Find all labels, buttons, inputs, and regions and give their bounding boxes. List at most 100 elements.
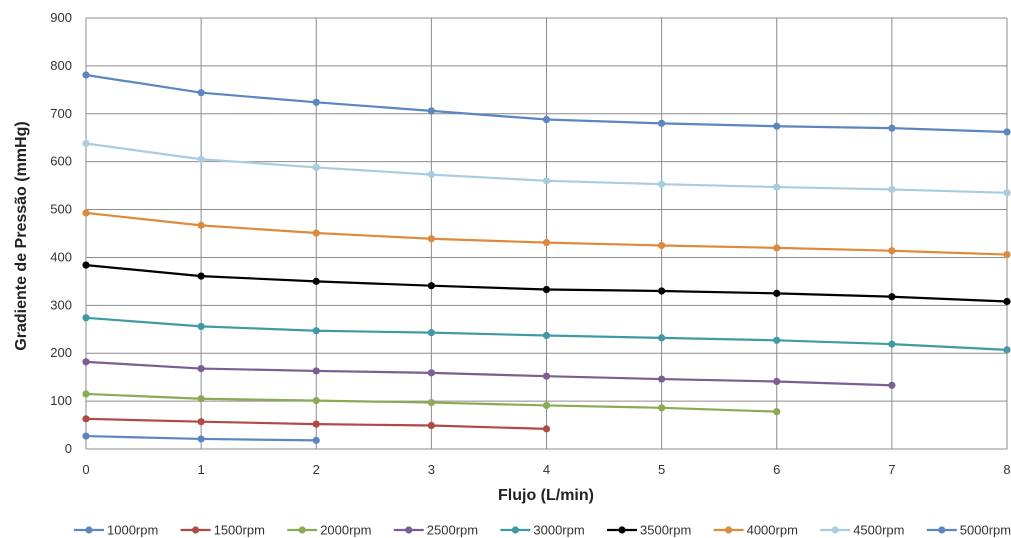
x-tick-label: 5 bbox=[658, 462, 665, 477]
y-tick-label: 300 bbox=[50, 297, 72, 312]
legend-label: 5000rpm bbox=[960, 523, 1011, 538]
x-tick-label: 8 bbox=[1003, 462, 1010, 477]
legend-swatch-marker bbox=[192, 526, 200, 534]
data-point bbox=[773, 289, 781, 297]
data-point bbox=[888, 381, 896, 389]
y-tick-label: 700 bbox=[50, 106, 72, 121]
data-point bbox=[82, 261, 90, 269]
series-4000rpm bbox=[82, 209, 1011, 259]
x-tick-label: 4 bbox=[543, 462, 550, 477]
x-axis-title: Flujo (L/min) bbox=[498, 487, 594, 504]
legend-item-2000rpm: 2000rpm bbox=[287, 523, 372, 538]
data-point bbox=[197, 395, 205, 403]
data-point bbox=[773, 336, 781, 344]
data-point bbox=[197, 272, 205, 280]
legend-item-1500rpm: 1500rpm bbox=[180, 523, 265, 538]
legend-swatch-marker bbox=[618, 526, 626, 534]
legend-item-1000rpm: 1000rpm bbox=[74, 523, 158, 538]
data-point bbox=[658, 334, 666, 342]
data-point bbox=[427, 398, 435, 407]
data-point bbox=[1003, 346, 1011, 354]
data-point bbox=[312, 420, 320, 428]
data-point bbox=[888, 293, 896, 301]
data-point bbox=[312, 367, 320, 375]
data-point bbox=[658, 287, 666, 295]
y-tick-label: 400 bbox=[50, 249, 72, 264]
data-point bbox=[82, 415, 90, 423]
series-3000rpm bbox=[82, 314, 1011, 354]
x-tick-label: 6 bbox=[773, 462, 780, 477]
y-tick-label: 200 bbox=[50, 345, 72, 360]
legend-label: 2500rpm bbox=[427, 523, 478, 538]
data-point bbox=[197, 418, 205, 426]
data-point bbox=[427, 282, 435, 290]
legend-swatch-marker bbox=[85, 526, 93, 534]
legend-swatch-marker bbox=[511, 526, 519, 534]
data-point bbox=[773, 244, 781, 252]
legend-label: 3500rpm bbox=[640, 523, 691, 538]
legend: 1000rpm 1500rpm 2000rpm 2500rpm 3000rpm 3500r… bbox=[74, 523, 1011, 538]
data-point bbox=[1003, 128, 1011, 136]
data-point bbox=[1003, 297, 1011, 306]
data-point bbox=[658, 241, 666, 250]
data-point bbox=[82, 358, 90, 366]
x-tick-label: 2 bbox=[313, 462, 320, 477]
data-point bbox=[82, 432, 90, 440]
series-2500rpm bbox=[82, 358, 896, 389]
x-tick-label: 7 bbox=[888, 462, 895, 477]
legend-item-3500rpm: 3500rpm bbox=[607, 523, 691, 538]
data-point bbox=[542, 238, 551, 247]
data-point bbox=[427, 235, 435, 243]
series-line bbox=[85, 360, 892, 387]
series-3500rpm bbox=[82, 261, 1011, 306]
series-5000rpm bbox=[82, 71, 1011, 136]
data-point bbox=[542, 177, 551, 185]
data-point bbox=[82, 314, 90, 322]
x-axis-ticks: 0 1 2 3 4 5 6 7 8 bbox=[82, 462, 1010, 477]
data-point bbox=[542, 115, 551, 124]
x-tick-label: 0 bbox=[82, 462, 89, 477]
data-point bbox=[312, 397, 320, 405]
data-point bbox=[312, 229, 320, 237]
data-point bbox=[197, 89, 205, 97]
data-point bbox=[542, 331, 551, 340]
data-point bbox=[427, 329, 435, 337]
legend-swatch-marker bbox=[938, 526, 946, 534]
data-point bbox=[82, 209, 90, 217]
series-4500rpm bbox=[82, 139, 1011, 197]
data-point bbox=[427, 369, 435, 377]
data-point bbox=[542, 285, 551, 294]
legend-swatch-marker bbox=[725, 526, 733, 534]
data-point bbox=[82, 71, 90, 79]
legend-item-3000rpm: 3000rpm bbox=[500, 523, 585, 538]
data-point bbox=[82, 139, 90, 148]
data-point bbox=[197, 322, 205, 331]
series-1000rpm bbox=[82, 432, 320, 444]
data-point bbox=[658, 404, 666, 412]
data-point bbox=[773, 183, 781, 191]
data-point bbox=[82, 390, 90, 398]
data-point bbox=[773, 377, 781, 386]
data-point bbox=[312, 277, 320, 285]
data-point bbox=[197, 364, 205, 373]
legend-label: 1000rpm bbox=[107, 523, 158, 538]
series-2000rpm bbox=[82, 390, 781, 416]
legend-label: 3000rpm bbox=[533, 523, 584, 538]
data-point bbox=[197, 435, 205, 443]
data-point bbox=[312, 98, 320, 106]
data-point bbox=[542, 372, 551, 380]
data-point bbox=[888, 247, 896, 255]
data-point bbox=[312, 327, 320, 335]
y-tick-label: 100 bbox=[50, 393, 72, 408]
data-point bbox=[427, 107, 435, 115]
legend-label: 1500rpm bbox=[214, 523, 265, 538]
y-tick-label: 500 bbox=[50, 202, 72, 217]
data-point bbox=[888, 124, 896, 132]
data-point bbox=[658, 119, 666, 127]
y-axis-ticks: 0 100 200 300 400 500 600 700 800 900 bbox=[50, 10, 72, 456]
data-point bbox=[888, 340, 896, 348]
y-tick-label: 0 bbox=[65, 441, 72, 456]
data-point bbox=[1003, 189, 1011, 197]
series-1500rpm bbox=[82, 415, 551, 433]
series-group bbox=[82, 71, 1011, 444]
